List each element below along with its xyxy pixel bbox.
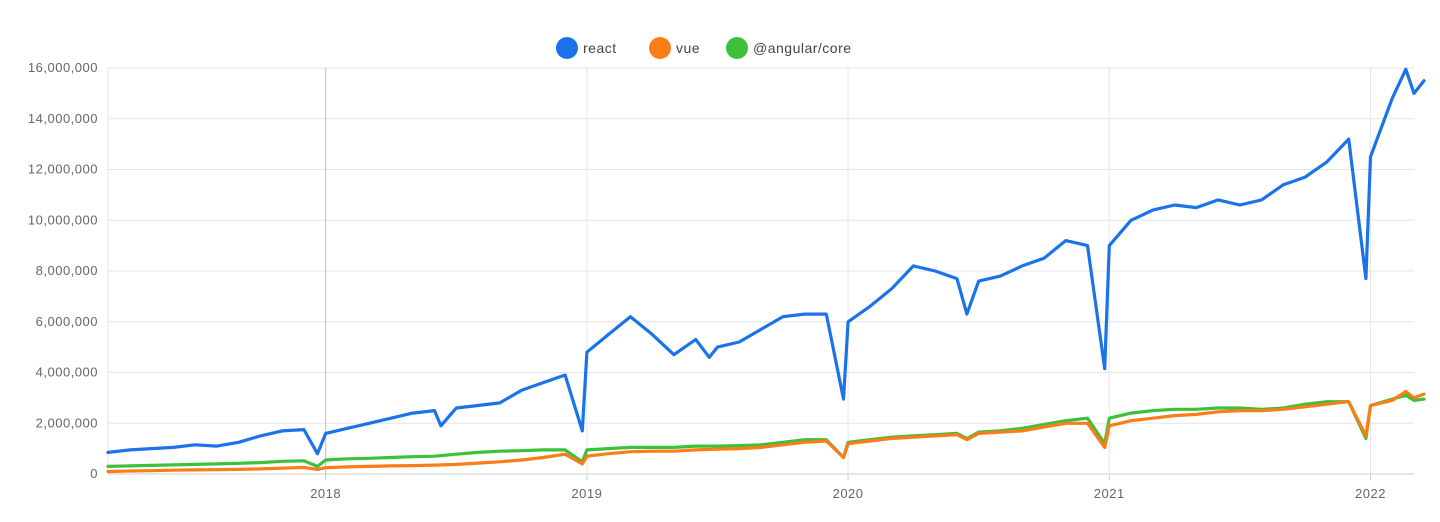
x-tick-label: 2022	[1355, 486, 1386, 501]
legend[interactable]: react vue @angular/core	[556, 37, 852, 59]
legend-item-angular-core[interactable]: @angular/core	[726, 37, 852, 59]
y-tick-label: 2,000,000	[36, 415, 98, 430]
series-line-vue	[106, 389, 1426, 474]
y-tick-label: 6,000,000	[36, 314, 98, 329]
series-line-angular-core	[106, 393, 1426, 468]
legend-swatch	[556, 37, 578, 59]
y-tick-label: 14,000,000	[28, 111, 98, 126]
y-tick-label: 10,000,000	[28, 212, 98, 227]
x-tick-label: 2020	[833, 486, 864, 501]
x-tick-label: 2019	[571, 486, 602, 501]
x-tick-label: 2021	[1094, 486, 1125, 501]
y-tick-label: 0	[90, 466, 98, 481]
x-axis-tick-labels: 2018 2019 2020 2021 2022	[310, 486, 1386, 501]
legend-label: react	[583, 40, 617, 56]
x-tick-label: 2018	[310, 486, 341, 501]
y-tick-label: 12,000,000	[28, 162, 98, 177]
legend-label: vue	[676, 40, 700, 56]
gridlines	[107, 67, 1414, 480]
y-tick-label: 4,000,000	[36, 365, 98, 380]
legend-item-vue[interactable]: vue	[649, 37, 700, 59]
legend-swatch	[726, 37, 748, 59]
series-line-react	[106, 67, 1426, 456]
legend-swatch	[649, 37, 671, 59]
y-tick-label: 8,000,000	[36, 263, 98, 278]
legend-item-react[interactable]: react	[556, 37, 617, 59]
y-axis-tick-labels: 0 2,000,000 4,000,000 6,000,000 8,000,000 10,…	[28, 60, 98, 481]
legend-label: @angular/core	[753, 40, 852, 56]
y-tick-label: 16,000,000	[28, 60, 98, 75]
series-lines	[106, 67, 1426, 474]
